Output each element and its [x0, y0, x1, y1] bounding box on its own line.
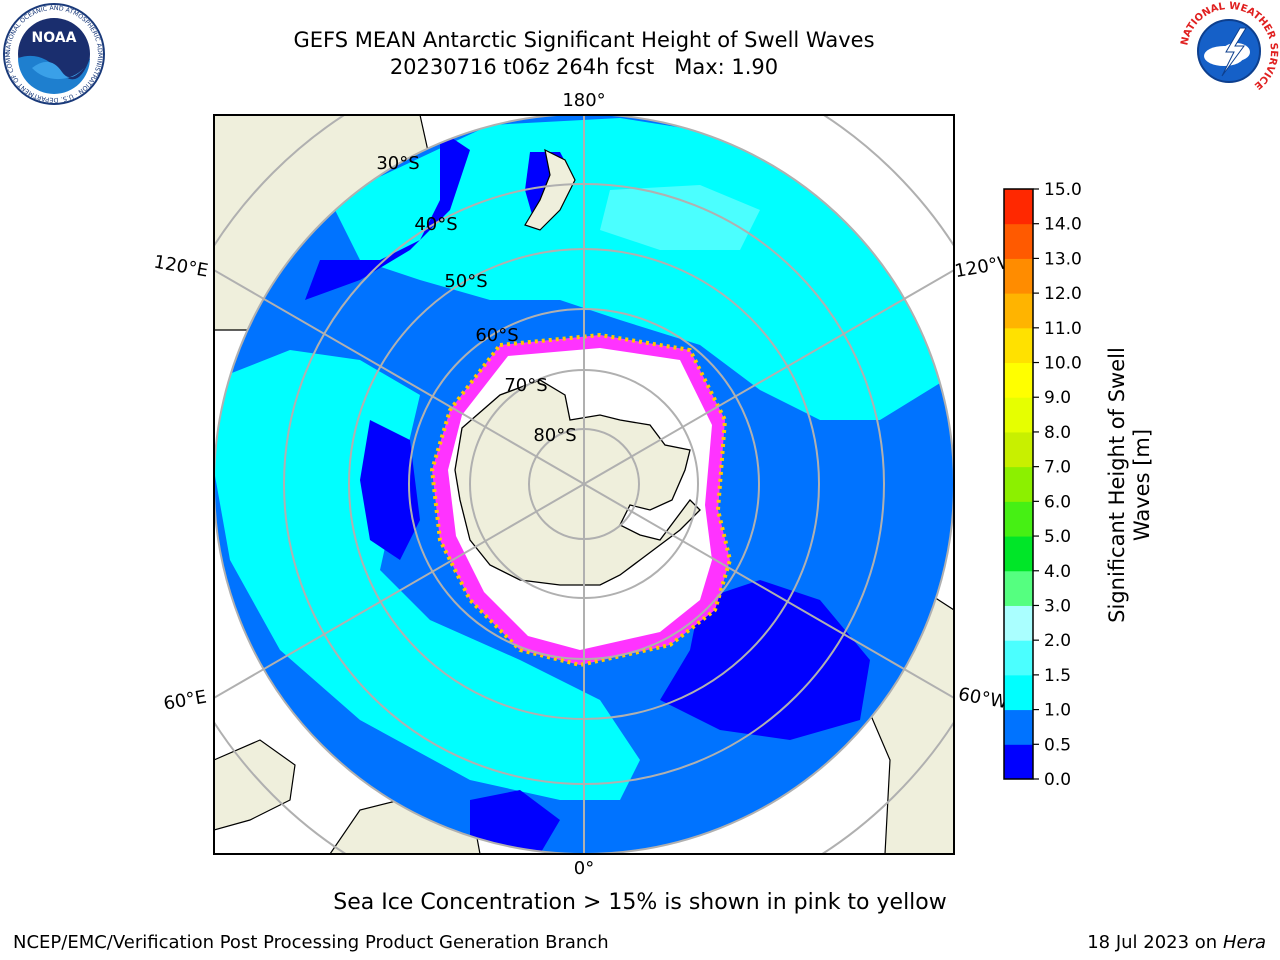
- colorbar-tick-label: 2.0: [1044, 631, 1071, 651]
- colorbar-tick-label: 5.0: [1044, 527, 1071, 547]
- chart-subtitle-forecast: 20230716 t06z 264h fcst Max: 1.90: [389, 55, 779, 79]
- colorbar-band: [1004, 258, 1033, 294]
- colorbar-tick-label: 14.0: [1044, 215, 1082, 235]
- colorbar-label: Significant Height of Swell Waves [m]: [1105, 325, 1155, 645]
- colorbar-band: [1004, 674, 1033, 711]
- footer-branch: NCEP/EMC/Verification Post Processing Pr…: [13, 932, 609, 953]
- colorbar-tick-label: 9.0: [1044, 388, 1071, 408]
- colorbar-band: [1004, 640, 1033, 676]
- map-frame: [213, 114, 955, 855]
- footer-date: 18 Jul 2023 on Hera: [1087, 931, 1266, 955]
- noaa-logo-text: NOAA: [32, 30, 77, 46]
- colorbar: 0.0 0.5 1.0 1.5 2.0 3.0 4.0 5.0 6.0 7.0 8.0 9.0 10.0…: [1003, 180, 1082, 790]
- colorbar-band: [1004, 466, 1033, 502]
- colorbar-band: [1004, 362, 1033, 398]
- footer-host: Hera: [1222, 932, 1266, 953]
- lat-label-70s: 70°S: [504, 375, 547, 396]
- colorbar-tick-label: 15.0: [1044, 180, 1082, 200]
- colorbar-band: [1004, 536, 1033, 572]
- colorbar-outline: [1003, 188, 1034, 780]
- colorbar-tick-label: 10.0: [1044, 354, 1082, 374]
- colorbar-tick-label: 0.0: [1044, 770, 1071, 790]
- antarctica-landmass: [454, 379, 701, 586]
- nws-logo: NATIONAL WEATHER SERVICE: [1179, 1, 1279, 100]
- colorbar-tick-label: 11.0: [1044, 319, 1082, 339]
- colorbar-band: [1004, 570, 1033, 606]
- colorbar-band: [1004, 397, 1033, 433]
- sea-ice-note: Sea Ice Concentration > 15% is shown in …: [333, 890, 947, 915]
- colorbar-band: [1004, 327, 1033, 364]
- lon-label-0: 0°: [574, 858, 594, 879]
- new-zealand: [524, 148, 576, 231]
- chart-title: GEFS MEAN Antarctic Significant Height o…: [293, 28, 875, 52]
- colorbar-band: [1004, 605, 1033, 641]
- colorbar-tick-label: 3.0: [1044, 596, 1071, 616]
- colorbar-tick-label: 1.5: [1044, 666, 1071, 686]
- lat-label-40s: 40°S: [414, 214, 457, 235]
- lat-label-80s: 80°S: [533, 425, 576, 446]
- colorbar-ticks: 0.0 0.5 1.0 1.5 2.0 3.0 4.0 5.0 6.0 7.0 8.0 9.0 10.0…: [1033, 180, 1082, 790]
- noaa-logo: NATIONAL OCEANIC AND ATMOSPHERIC ADMINIS…: [2, 2, 105, 105]
- colorbar-label-line2: Waves [m]: [1130, 428, 1154, 542]
- colorbar-tick-label: 7.0: [1044, 458, 1071, 478]
- lat-label-50s: 50°S: [444, 271, 487, 292]
- graticule: [214, 115, 954, 854]
- lat-label-60s: 60°S: [475, 325, 518, 346]
- lon-label-60e: 60°E: [162, 686, 208, 714]
- colorbar-band: [1004, 223, 1033, 259]
- lon-label-120e: 120°E: [152, 251, 210, 281]
- colorbar-bands: [1004, 189, 1033, 780]
- lat-label-30s: 30°S: [376, 153, 419, 174]
- lon-label-180: 180°: [562, 90, 605, 111]
- colorbar-band: [1004, 709, 1033, 745]
- colorbar-tick-label: 0.5: [1044, 735, 1071, 755]
- colorbar-band: [1004, 189, 1033, 225]
- swell-height-field: [214, 115, 954, 854]
- footer-date-text: 18 Jul 2023 on: [1087, 932, 1223, 953]
- colorbar-tick-label: 4.0: [1044, 562, 1071, 582]
- colorbar-tick-label: 13.0: [1044, 249, 1082, 269]
- colorbar-band: [1004, 744, 1033, 780]
- colorbar-band: [1004, 293, 1033, 329]
- colorbar-band: [1004, 431, 1033, 468]
- colorbar-tick-label: 12.0: [1044, 284, 1082, 304]
- colorbar-band: [1004, 501, 1033, 537]
- colorbar-tick-label: 1.0: [1044, 701, 1071, 721]
- colorbar-label-line1: Significant Height of Swell: [1105, 347, 1129, 623]
- colorbar-tick-label: 6.0: [1044, 492, 1071, 512]
- colorbar-tick-label: 8.0: [1044, 423, 1071, 443]
